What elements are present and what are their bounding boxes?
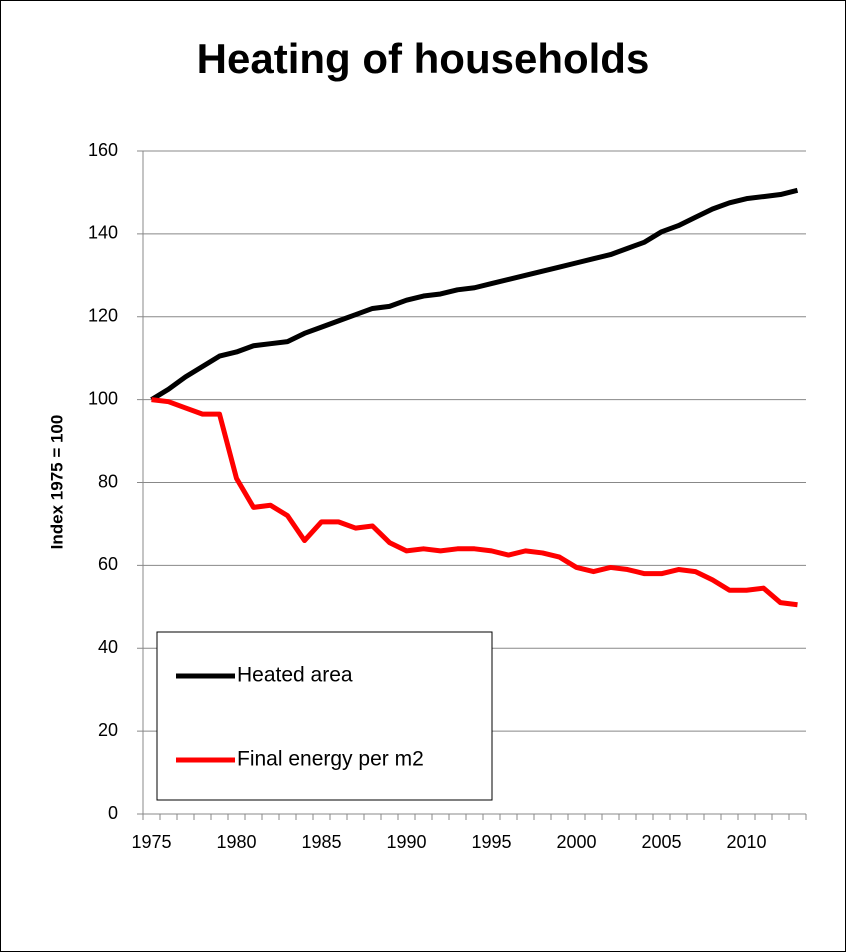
y-tick-label: 120	[88, 306, 118, 326]
y-tick-label: 100	[88, 388, 118, 408]
legend-label: Final energy per m2	[237, 748, 424, 771]
x-tick-label: 1975	[131, 832, 171, 852]
y-tick-label: 60	[98, 554, 118, 574]
y-tick-label: 0	[108, 803, 118, 823]
y-tick-label: 40	[98, 637, 118, 657]
x-tick-label: 1980	[216, 832, 256, 852]
y-axis-label: Index 1975 = 100	[47, 415, 66, 550]
x-tick-label: 1990	[386, 832, 426, 852]
y-tick-label: 20	[98, 720, 118, 740]
y-tick-label: 140	[88, 223, 118, 243]
x-tick-label: 1985	[301, 832, 341, 852]
y-tick-label: 160	[88, 140, 118, 160]
x-tick-label: 2000	[556, 832, 596, 852]
legend-box	[156, 631, 493, 801]
x-tick-label: 1995	[471, 832, 511, 852]
x-tick-label: 2005	[641, 832, 681, 852]
chart-title: Heating of households	[197, 35, 650, 82]
data-line	[151, 397, 798, 608]
x-tick-label: 2010	[726, 832, 766, 852]
data-line	[150, 187, 799, 402]
legend-label: Heated area	[237, 664, 353, 687]
y-tick-label: 80	[98, 471, 118, 491]
